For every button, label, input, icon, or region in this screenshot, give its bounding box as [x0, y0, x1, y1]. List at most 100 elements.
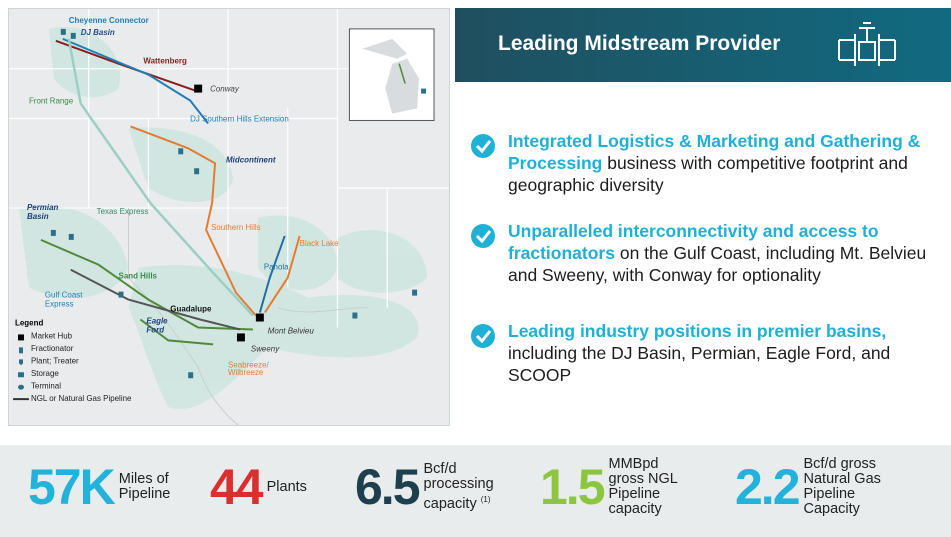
plant-icon [178, 148, 184, 155]
stat-label-text: MMBpd [608, 456, 659, 472]
bullet: Leading industry positions in premier ba… [470, 320, 930, 386]
bullet-body: business with competitive footprint and … [508, 153, 908, 195]
basin-area [128, 265, 419, 410]
stat-value: 6.5 [355, 459, 421, 515]
pipeline-sand-hills [40, 238, 253, 331]
stat-label-line: gross NGL [609, 472, 678, 487]
stat-label-text: capacity [423, 495, 477, 512]
map-label-line: Permian [27, 203, 59, 212]
stat: 1.5 MMBpd gross NGL Pipeline capacity [540, 457, 678, 517]
map-labels: Cheyenne Connector DJ Basin Wattenberg C… [27, 16, 339, 377]
map-label-line: Gulf Coast [45, 291, 83, 300]
map-label: Cheyenne Connector [69, 16, 149, 25]
bullet-text: Leading industry positions in premier ba… [508, 320, 930, 386]
valve-icon [838, 22, 896, 66]
stats-bar: 57K Miles of Pipeline 44 Plants 6.5 Bcf/d proce… [0, 445, 951, 537]
pipeline-gulf-coast-express [70, 268, 241, 331]
basin-area [337, 230, 428, 293]
region-shading [19, 26, 428, 410]
header-title: Leading Midstream Provider [498, 32, 781, 55]
pipeline-wattenberg [55, 39, 196, 92]
legend-symbol [18, 372, 24, 378]
bullet-highlight: Unparalleled interconnectivity and acces… [508, 221, 879, 263]
map-label: Texas Express [97, 207, 149, 216]
map-label: Sand Hills [119, 272, 158, 281]
legend-label: Fractionator [31, 344, 74, 353]
map-label: Conway [210, 85, 240, 94]
coastline [127, 208, 368, 425]
map-label: Mont Belvieu [268, 326, 315, 335]
stat-label-line: capacity [609, 502, 678, 517]
plant-icon [70, 32, 76, 39]
inset-pipeline [398, 63, 406, 84]
bullet: Unparalleled interconnectivity and acces… [470, 220, 930, 286]
map-label: Southern Hills [211, 223, 261, 232]
map-label: DJ Southern Hills Extension [190, 114, 289, 123]
pipeline-black-lake [263, 235, 301, 314]
stat: 44 Plants [210, 457, 307, 517]
stat-label-text: Pipeline [803, 486, 856, 502]
stat-label-line: Pipeline [609, 487, 678, 502]
stat-label: Miles of Pipeline [119, 472, 171, 502]
map-label-line: Eagle [146, 316, 168, 325]
legend: Legend Market Hub Fractionator Plant; Trea… [13, 318, 132, 403]
plant-icon [188, 372, 194, 379]
plant-icon [118, 291, 124, 298]
map-label-line: Wilbreeze [228, 368, 264, 377]
stat-label-line: Bcf/d [424, 462, 494, 477]
check-mark [475, 230, 492, 244]
stat-label-line: Plants [266, 478, 307, 495]
market-hub [255, 313, 264, 322]
facilities [50, 28, 418, 379]
map-label: Guadalupe [170, 305, 212, 314]
check-icon [471, 134, 495, 158]
market-hub [194, 84, 203, 93]
map-label: Panola [264, 263, 289, 272]
stat-label-text: gross NGL [608, 471, 678, 487]
stat-value: 44 [210, 459, 264, 515]
stat-label-text: Bcf/d [423, 461, 457, 478]
stat-label-text: capacity [608, 501, 662, 517]
stat-label-line: Bcf/d gross [804, 457, 881, 472]
market-hubs [194, 84, 264, 342]
bullet-text: Unparalleled interconnectivity and acces… [508, 220, 930, 286]
legend-label: NGL or Natural Gas Pipeline [31, 394, 132, 403]
plant-icon [50, 229, 56, 236]
check-mark [475, 330, 492, 344]
bullet-highlight: Integrated Logistics & Marketing and Gat… [508, 131, 921, 173]
stat-footnote: (1) [480, 495, 491, 505]
pipeline-dj-southern-hills [62, 37, 209, 125]
map-label: Sweeny [251, 344, 280, 353]
map-label-line: Express [45, 300, 74, 309]
pipelines [40, 37, 301, 346]
map-label: Front Range [29, 97, 74, 106]
stat-label-line: Natural Gas [804, 472, 881, 487]
stat: 6.5 Bcf/d processing capacity (1) [355, 457, 494, 517]
inset-terminal [421, 88, 427, 94]
check-circle [471, 134, 495, 158]
legend-title: Legend [15, 318, 43, 327]
stat-label-text: Capacity [803, 501, 860, 517]
plant-icon [60, 28, 66, 35]
stat-label-line: Pipeline [119, 487, 171, 502]
legend-label: Plant; Treater [31, 356, 79, 365]
bullet-body: including the DJ Basin, Permian, Eagle F… [508, 343, 891, 385]
stat-label-text: Plants [266, 478, 307, 495]
bullet-highlight: Leading industry positions in premier ba… [508, 321, 887, 341]
check-circle [471, 224, 495, 248]
pipeline-southern-hills [130, 125, 257, 317]
pipeline-eagle-ford [139, 318, 214, 346]
plant-icon [352, 312, 358, 319]
check-mark [475, 140, 492, 154]
market-hub [236, 333, 245, 342]
legend-items: Market Hub Fractionator Plant; Treater Stor… [31, 331, 132, 403]
stat-label-line: MMBpd [609, 457, 678, 472]
stat-label: Bcf/d processing capacity (1) [424, 462, 494, 512]
stat-label-line: capacity (1) [424, 492, 494, 512]
legend-symbol [19, 347, 23, 354]
stat-label-line: Miles of [119, 472, 171, 487]
bullet: Integrated Logistics & Marketing and Gat… [470, 130, 930, 196]
map-label-line: Ford [146, 325, 164, 334]
map-label: Black Lake [300, 239, 339, 248]
